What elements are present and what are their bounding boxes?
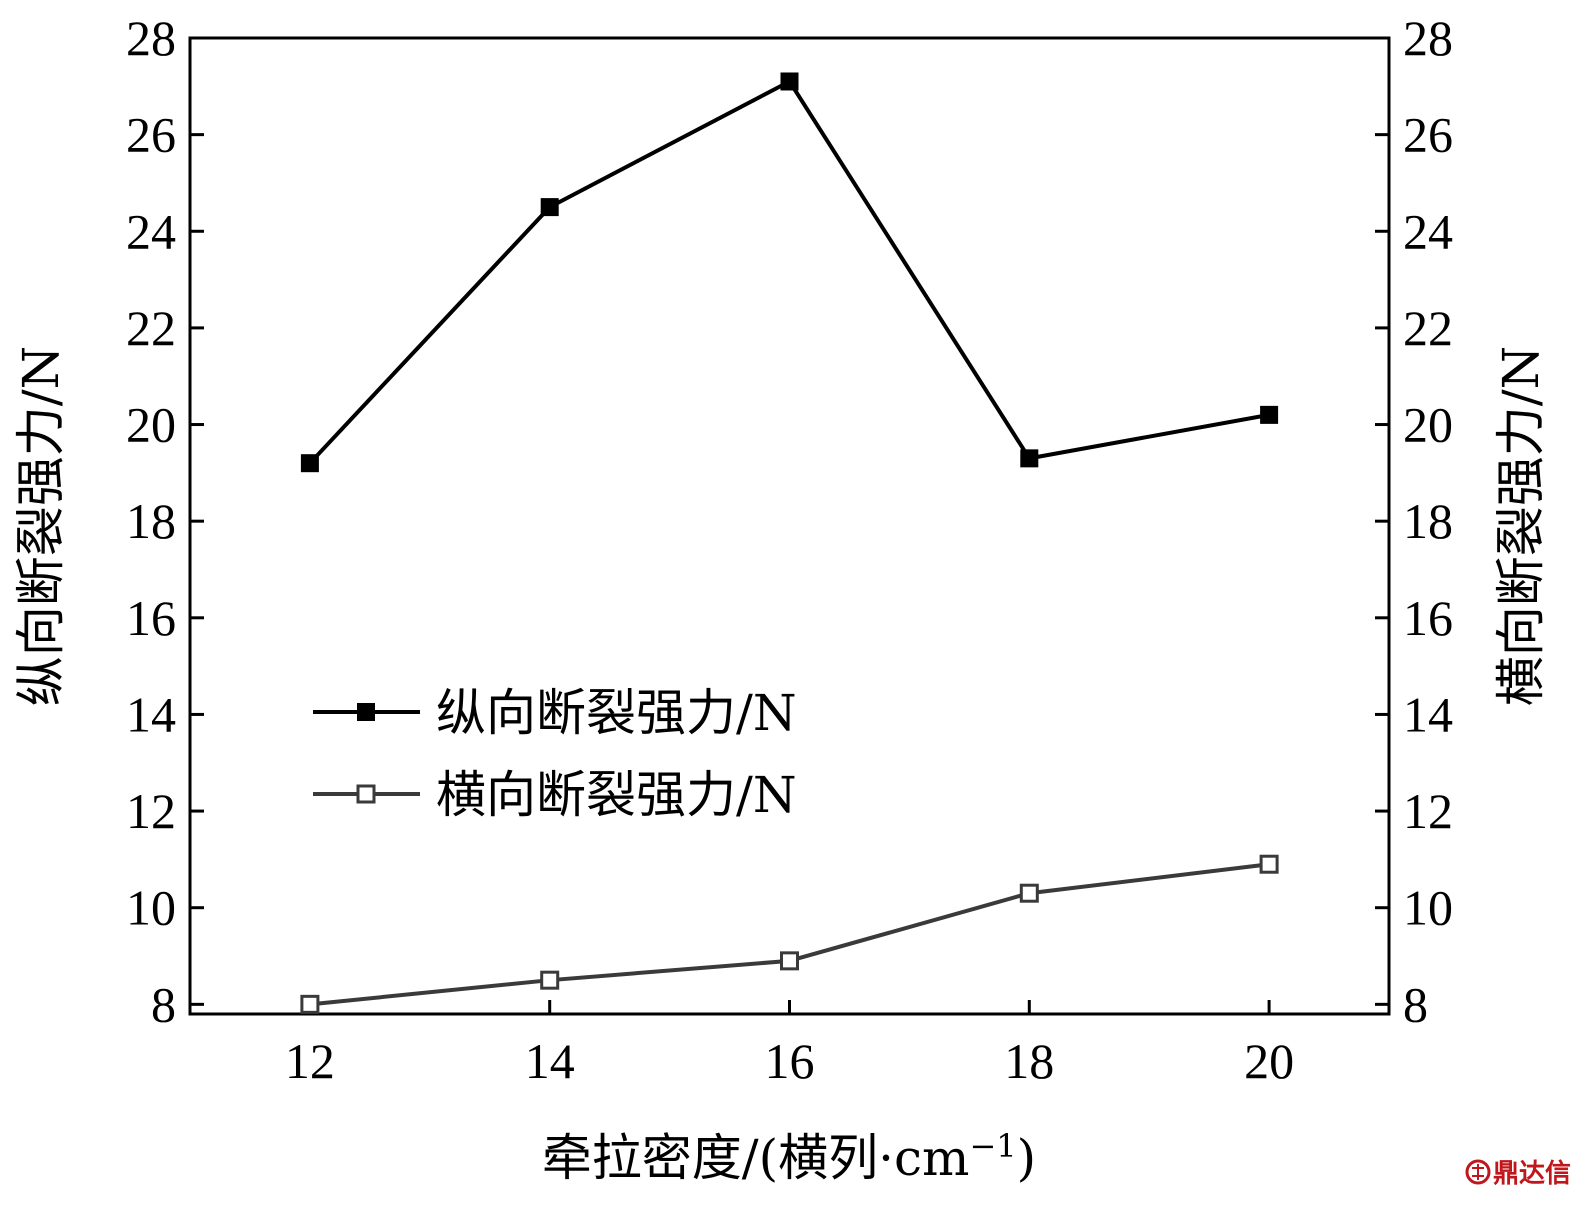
x-tick-label-0: 12 — [285, 1033, 335, 1089]
y-right-tick-label-3: 14 — [1403, 686, 1453, 742]
legend-marker-series-2 — [356, 784, 376, 804]
series-1-point-2 — [780, 72, 799, 91]
series-1-point-3 — [1020, 449, 1039, 468]
y-left-tick-label-9: 26 — [126, 107, 176, 163]
series-1-point-1 — [540, 198, 559, 217]
y-left-tick-label-0: 8 — [151, 976, 176, 1032]
y-right-tick-label-5: 18 — [1403, 493, 1453, 549]
y-right-tick-label-2: 12 — [1403, 783, 1453, 839]
watermark-text: 鼎达信 — [1493, 1159, 1571, 1189]
series-group — [300, 72, 1279, 1014]
y-right-tick-label-7: 22 — [1403, 300, 1453, 356]
y-left-tick-label-4: 16 — [126, 590, 176, 646]
series-2-point-0 — [300, 994, 320, 1014]
x-tick-label-3: 18 — [1004, 1033, 1054, 1089]
y-right-tick-label-1: 10 — [1403, 880, 1453, 936]
y-left-tick-label-10: 28 — [126, 10, 176, 66]
x-axis-title-main: 牵拉密度/(横列·cm — [542, 1129, 970, 1187]
y-left-tick-label-5: 18 — [126, 493, 176, 549]
watermark-seal-icon — [1465, 1159, 1491, 1185]
y-right-tick-label-6: 20 — [1403, 397, 1453, 453]
y-right-tick-label-9: 26 — [1403, 107, 1453, 163]
y-axis-left-title: 纵向断裂强力/N — [12, 346, 70, 707]
legend-label-series-1: 纵向断裂强力/N — [436, 684, 797, 742]
y-left-tick-label-1: 10 — [126, 880, 176, 936]
x-tick-label-2: 16 — [765, 1033, 815, 1089]
axis-ticks: 12 14 16 18 20 8 8 10 10 12 12 14 14 16 16 18 18 20 20 22 22… — [126, 10, 1453, 1089]
y-left-tick-label-3: 14 — [126, 686, 176, 742]
y-right-tick-label-0: 8 — [1403, 976, 1428, 1032]
legend: 纵向断裂强力/N 横向断裂强力/N — [313, 684, 797, 824]
x-axis-title: 牵拉密度/(横列·cm−1) — [542, 1127, 1036, 1187]
y-right-tick-label-8: 24 — [1403, 203, 1453, 259]
series-2-point-4 — [1259, 854, 1279, 874]
x-tick-label-1: 14 — [525, 1033, 575, 1089]
y-left-tick-label-7: 22 — [126, 300, 176, 356]
plot-frame — [188, 36, 1391, 1016]
series-2-point-3 — [1019, 883, 1039, 903]
series-1-point-4 — [1260, 405, 1279, 424]
series-2-point-1 — [540, 970, 560, 990]
series-line-1 — [308, 79, 1270, 465]
series-1-point-0 — [300, 454, 319, 473]
x-axis-title-superscript: −1 — [969, 1127, 1016, 1165]
series-line-2 — [309, 862, 1270, 1007]
watermark-seal-mark — [1472, 1164, 1484, 1180]
legend-marker-series-1 — [357, 703, 375, 721]
legend-label-series-2: 横向断裂强力/N — [436, 766, 797, 824]
y-left-tick-label-2: 12 — [126, 783, 176, 839]
watermark-logo: 鼎达信 — [1465, 1159, 1571, 1189]
y-left-tick-label-6: 20 — [126, 397, 176, 453]
y-left-tick-label-8: 24 — [126, 203, 176, 259]
y-axis-right-title: 横向断裂强力/N — [1492, 346, 1550, 707]
y-right-tick-label-4: 16 — [1403, 590, 1453, 646]
x-tick-label-4: 20 — [1244, 1033, 1294, 1089]
y-right-tick-label-10: 28 — [1403, 10, 1453, 66]
x-axis-title-close: ) — [1017, 1129, 1037, 1187]
series-2-point-2 — [780, 951, 799, 971]
